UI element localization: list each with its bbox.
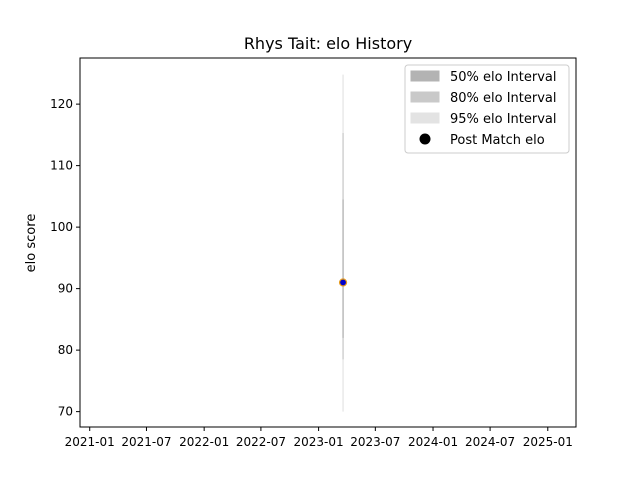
y-tick-label-1: 80: [58, 343, 73, 357]
chart-title: Rhys Tait: elo History: [244, 34, 412, 53]
x-tick-label-5: 2023-07: [350, 435, 400, 449]
legend-swatch-0: [410, 70, 440, 82]
x-tick-label-3: 2022-07: [236, 435, 286, 449]
post-match-point-0: [338, 278, 348, 287]
post-match-points: [338, 278, 348, 287]
plot-frame: [79, 57, 577, 428]
y-tick-label-2: 90: [58, 282, 73, 296]
x-tick-label-2: 2022-01: [179, 435, 229, 449]
x-tick-label-1: 2021-07: [121, 435, 171, 449]
y-axis-label: elo score: [24, 214, 39, 273]
y-axis-ticks: 70 80 90 100 110 120: [50, 97, 80, 419]
x-axis-ticks: 2021-01 2021-07 2022-01 2022-07 2023-01 2023-…: [65, 427, 573, 449]
x-tick-label-6: 2024-01: [408, 435, 458, 449]
y-tick-label-4: 110: [50, 159, 73, 173]
y-tick-label-3: 100: [50, 220, 73, 234]
legend-label-1: 80% elo Interval: [450, 91, 557, 106]
legend-label-2: 95% elo Interval: [450, 112, 557, 127]
y-tick-label-0: 70: [58, 405, 73, 419]
x-tick-label-0: 2021-01: [65, 435, 115, 449]
x-tick-label-4: 2023-01: [294, 435, 344, 449]
x-tick-label-7: 2024-07: [465, 435, 515, 449]
legend-swatch-2: [410, 112, 440, 124]
legend-marker-3: [419, 133, 431, 145]
legend-label-0: 50% elo Interval: [450, 70, 557, 85]
legend-swatch-1: [410, 91, 440, 103]
legend-label-3: Post Match elo: [450, 133, 545, 148]
x-tick-label-8: 2025-01: [523, 435, 573, 449]
y-tick-label-5: 120: [50, 97, 73, 111]
legend: 50% elo Interval 80% elo Interval 95% elo …: [404, 64, 570, 154]
legend-box: [404, 64, 570, 154]
